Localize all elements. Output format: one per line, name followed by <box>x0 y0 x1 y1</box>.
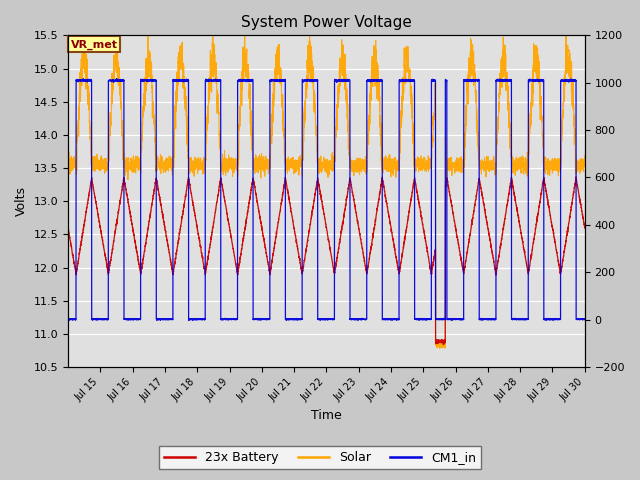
X-axis label: Time: Time <box>311 409 342 422</box>
Y-axis label: Volts: Volts <box>15 186 28 216</box>
Title: System Power Voltage: System Power Voltage <box>241 15 412 30</box>
Text: VR_met: VR_met <box>70 39 118 49</box>
Legend: 23x Battery, Solar, CM1_in: 23x Battery, Solar, CM1_in <box>159 446 481 469</box>
